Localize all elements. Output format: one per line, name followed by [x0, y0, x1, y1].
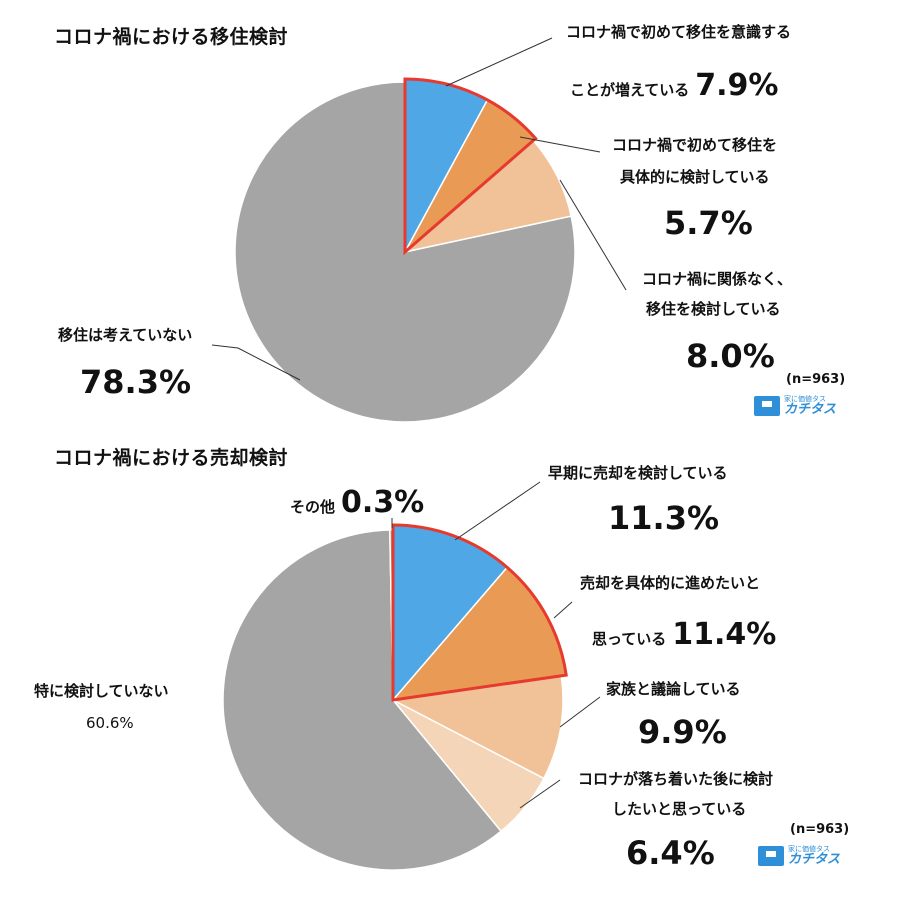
logo-name: カチタス [784, 402, 837, 417]
chart-1-leader-line-1 [445, 37, 553, 87]
logo-mark-icon [754, 396, 780, 416]
chart-1-leader-line-3 [559, 179, 627, 291]
chart-1-label-3-line-1: コロナ禍に関係なく、 [642, 270, 793, 288]
chart-2-slice-5 [222, 529, 503, 871]
chart-2-highlight-outline [391, 523, 568, 702]
logo-tagline: 家に価値タス [788, 845, 830, 853]
chart-2-label-3: 家族と議論している [606, 680, 741, 698]
logo-mark-icon [758, 846, 784, 866]
chart-1-label-2-line-1: コロナ禍で初めて移住を [612, 136, 778, 154]
chart-2-label-6: その他 0.3% [290, 485, 425, 520]
chart-1-value-2: 5.7% [664, 204, 753, 242]
chart-2-value-1: 11.3% [608, 499, 720, 537]
chart-1-highlight-outline [403, 77, 538, 256]
chart-1-label-3-line-2: 移住を検討している [646, 300, 781, 318]
chart-2-leader-line-2 [553, 601, 573, 619]
chart-1-value-1: 7.9% [695, 68, 779, 103]
chart-1-label-4: 移住は考えていない [58, 326, 193, 344]
chart-2-label-1: 早期に売却を検討している [548, 464, 728, 482]
chart-2-value-6: 0.3% [341, 485, 425, 520]
chart-1-label-1-line-2: ことが増えている 7.9% [570, 68, 779, 103]
chart-2-label-5: 特に検討していない [34, 682, 169, 700]
chart-1-label-2-line-2: 具体的に検討している [620, 168, 770, 186]
chart-1-label-1-line-1: コロナ禍で初めて移住を意識する [566, 23, 792, 41]
chart-2-label-2-line-2: 思っている 11.4% [592, 617, 777, 652]
chart-2-title: コロナ禍における売却検討 [54, 447, 289, 469]
logo-tagline: 家に価値タス [784, 395, 826, 403]
chart-1-leader-line-4 [211, 344, 301, 381]
chart-1-logo: 家に価値タス カチタス [754, 396, 836, 416]
chart-1-title: コロナ禍における移住検討 [54, 26, 289, 48]
chart-2-label-4-line-1: コロナが落ち着いた後に検討 [578, 770, 774, 788]
chart-1-value-3: 8.0% [686, 337, 775, 375]
chart-2-slice-3 [390, 674, 564, 780]
chart-2-leader-line-1 [454, 481, 541, 541]
chart-2-value-4: 6.4% [626, 834, 715, 872]
chart-2-label-4-line-2: したいと思っている [612, 800, 747, 818]
chart-2-value-5: 60.6% [86, 714, 134, 732]
chart-2-value-2: 11.4% [672, 617, 777, 652]
chart-2-logo: 家に価値タス カチタス [758, 846, 840, 866]
chart-2-value-3: 9.9% [638, 713, 727, 751]
chart-2-leader-line-3 [559, 696, 601, 728]
chart-2-label-2-line-1: 売却を具体的に進めたいと [580, 574, 761, 592]
chart-1-leader-line-2 [519, 136, 601, 153]
chart-1-value-4: 78.3% [80, 363, 192, 401]
chart-2-sample-note: (n=963) [790, 822, 850, 837]
chart-1-sample-note: (n=963) [786, 372, 846, 387]
chart-2-leader-line-4 [519, 779, 561, 809]
logo-name: カチタス [788, 852, 841, 867]
